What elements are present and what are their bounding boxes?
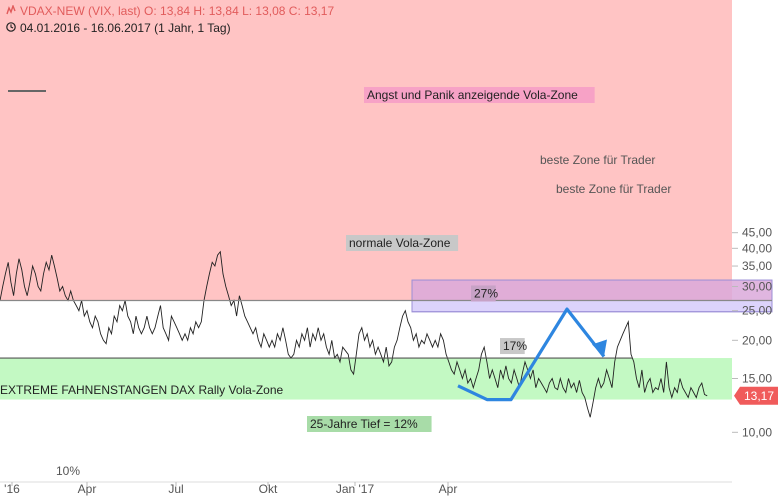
x-tick-label: Apr (439, 482, 458, 496)
last-price-badge-bg (734, 386, 778, 405)
forecast-arrow-head (592, 339, 607, 357)
y-tick-label: 25,00 (742, 304, 772, 318)
period-header: 04.01.2016 - 16.06.2017 (1 Jahr, 1 Tag) (6, 21, 231, 35)
x-tick-label: Jan '17 (336, 482, 375, 496)
level-label-27-text: 27% (474, 286, 498, 300)
panic-zone (0, 0, 732, 301)
rally-zone-label: EXTREME FAHNENSTANGEN DAX Rally Vola-Zon… (0, 383, 284, 397)
trader-zone-upper-label: beste Zone für Trader (540, 153, 655, 167)
y-tick-label: 45,00 (742, 226, 772, 240)
normal-zone-label-text: normale Vola-Zone (349, 236, 451, 250)
panic-zone-label-text: Angst und Panik anzeigende Vola-Zone (367, 88, 578, 102)
normal-zone-label-bg (346, 235, 459, 251)
last-price-badge: 13,17 (734, 386, 778, 405)
y-tick-label: 20,00 (742, 333, 772, 347)
clock-icon (6, 21, 16, 35)
low-25y-label-bg (307, 416, 432, 432)
panic-zone-label-bg (364, 87, 595, 103)
y-tick-label: 10,00 (742, 425, 772, 439)
period-line: 04.01.2016 - 16.06.2017 (1 Jahr, 1 Tag) (20, 21, 231, 35)
y-tick-label: 40,00 (742, 241, 772, 255)
last-price-value: 13,17 (744, 389, 774, 403)
panic-zone-label: Angst und Panik anzeigende Vola-Zone (364, 87, 595, 103)
rally-zone (0, 358, 732, 400)
level-label-17: 17% (500, 338, 527, 355)
level-label-17-bg (500, 338, 525, 355)
y-tick-label: 15,00 (742, 372, 772, 386)
trader-zone-lower (411, 299, 773, 313)
instrument-line: VDAX-NEW (VIX, last) O: 13,84 H: 13,84 L… (20, 4, 335, 18)
level-label-17-text: 17% (503, 339, 527, 353)
normal-zone-label: normale Vola-Zone (346, 235, 459, 251)
x-tick-label: Okt (259, 482, 278, 496)
y-tick-label: 35,00 (742, 259, 772, 273)
forecast-arrow-path (457, 307, 606, 402)
x-tick-label: Apr (78, 482, 97, 496)
trader-zone-upper (412, 280, 772, 301)
x-tick-label: Jul (168, 482, 183, 496)
trader-zone-lower-label: beste Zone für Trader (556, 182, 671, 196)
trader-zone-frame (411, 279, 773, 313)
low-25y-label: 25-Jahre Tief = 12% (307, 416, 432, 432)
low-25y-label-text: 25-Jahre Tief = 12% (310, 417, 418, 431)
x-tick-label: '16 (4, 482, 20, 496)
vdax-price-line (0, 250, 708, 418)
level-label-27: 27% (471, 285, 498, 302)
chart-series-icon (6, 3, 16, 18)
y-tick-label: 30,00 (742, 280, 772, 294)
level-label-27-bg (471, 285, 496, 302)
ten-pct-label: 10% (56, 464, 80, 478)
instrument-header: VDAX-NEW (VIX, last) O: 13,84 H: 13,84 L… (6, 3, 335, 18)
